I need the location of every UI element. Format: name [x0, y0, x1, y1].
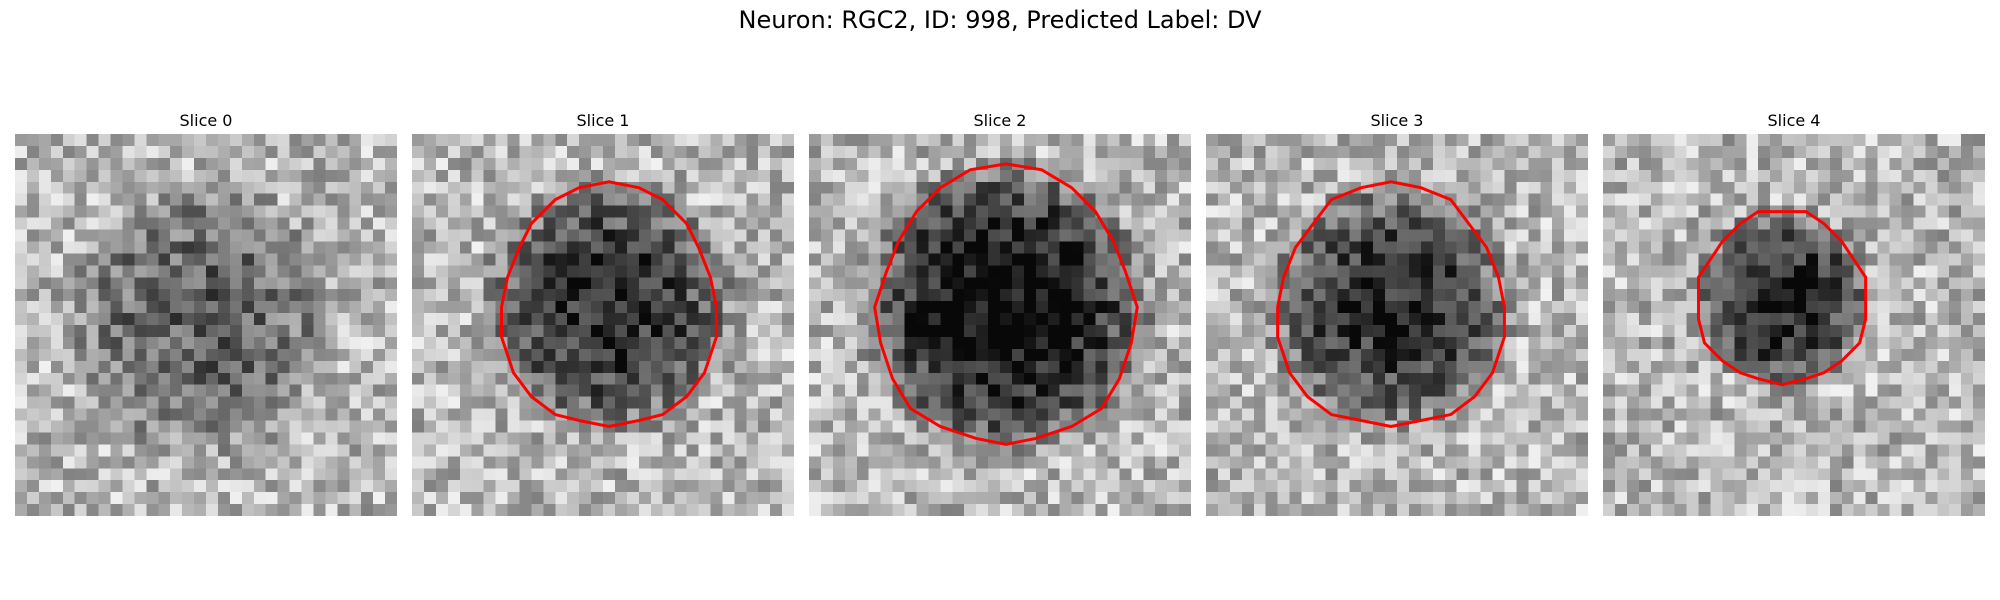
slice-title: Slice 4 [1767, 111, 1821, 130]
slice-image [412, 134, 794, 516]
segmentation-contour [873, 162, 1139, 446]
pixel-grid [1603, 134, 1985, 516]
figure-title: Neuron: RGC2, ID: 998, Predicted Label: … [738, 6, 1262, 34]
slice-title: Slice 3 [1370, 111, 1424, 130]
slice-panel-2: Slice 2 [809, 108, 1191, 516]
slice-image [1206, 134, 1588, 516]
slice-panel-4: Slice 4 [1603, 108, 1985, 516]
pixel-grid [1206, 134, 1588, 516]
slice-title: Slice 0 [179, 111, 233, 130]
slice-panel-0: Slice 0 [15, 108, 397, 516]
slice-image [1603, 134, 1985, 516]
pixel-grid [15, 134, 397, 516]
slice-panel-1: Slice 1 [412, 108, 794, 516]
pixel-grid [412, 134, 794, 516]
slice-panel-3: Slice 3 [1206, 108, 1588, 516]
slice-title: Slice 1 [576, 111, 630, 130]
slice-title: Slice 2 [973, 111, 1027, 130]
slice-image [809, 134, 1191, 516]
segmentation-contour [1276, 180, 1506, 428]
slice-image [15, 134, 397, 516]
segmentation-contour [1697, 210, 1868, 387]
segmentation-contour [500, 180, 718, 428]
